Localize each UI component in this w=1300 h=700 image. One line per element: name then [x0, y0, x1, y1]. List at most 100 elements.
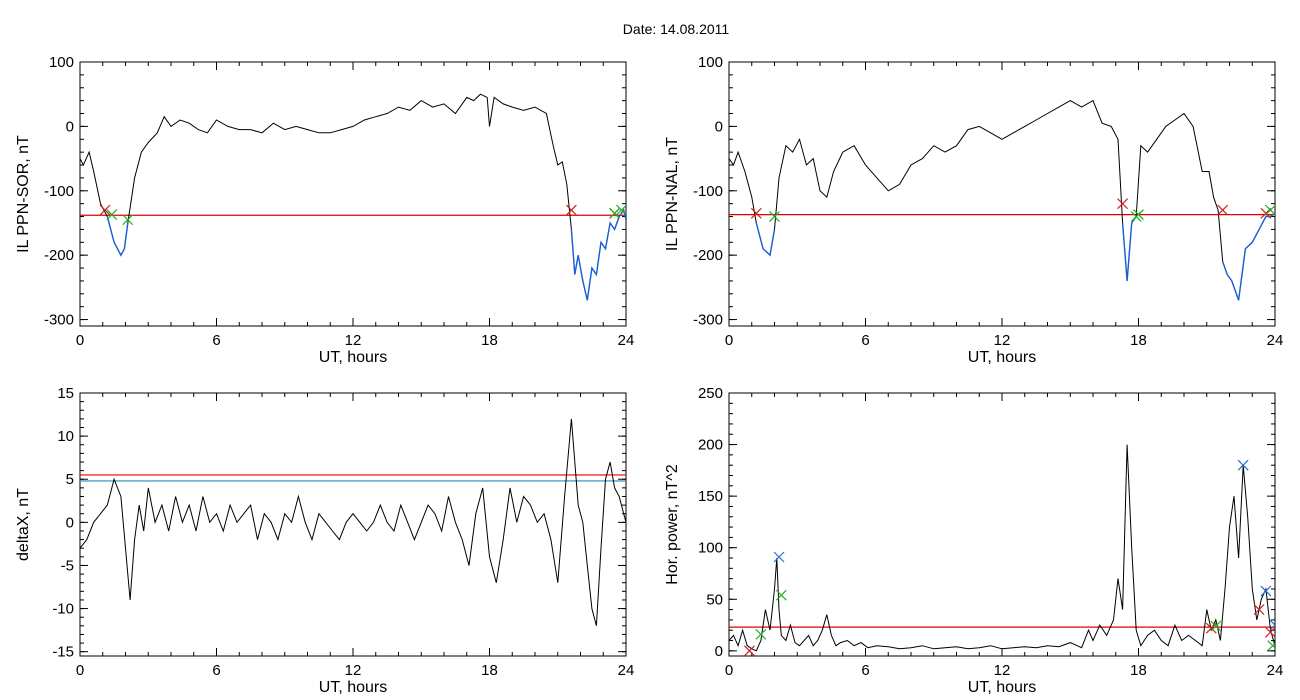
marker-green-stroke: [1210, 620, 1222, 632]
marker-blue: [1237, 459, 1249, 471]
marker-red-stroke: [99, 204, 111, 216]
marker-red-stroke: [1260, 207, 1272, 219]
y-tick-label: 10: [57, 428, 74, 445]
marker-red-stroke: [744, 645, 755, 656]
y-axis-label: deltaX, nT: [15, 488, 32, 561]
plot-area: [729, 444, 1275, 656]
series-highlight-segment: [1121, 216, 1137, 281]
y-tick-label: 150: [698, 488, 723, 505]
y-tick-label: 100: [698, 54, 723, 71]
marker-green: [1133, 209, 1144, 221]
marker-green-stroke: [1133, 209, 1144, 221]
y-tick-label: -100: [44, 183, 74, 200]
marker-green-stroke: [106, 209, 118, 221]
x-tick-label: 24: [1267, 332, 1284, 349]
series-highlight-segment: [570, 208, 626, 301]
marker-green: [122, 214, 134, 226]
panel-sor: 0 6 12 18 24 -300 -200 -100 0 100 UT, hours IL PPN-…: [15, 54, 634, 366]
marker-green: [775, 589, 787, 601]
panel-nal: 0 6 12 18 24 -300 -200 -100 0 100 UT, hours IL PPN-…: [664, 54, 1283, 366]
x-axis-label: UT, hours: [319, 349, 387, 366]
x-tick-label: 0: [725, 662, 733, 679]
y-tick-label: 100: [49, 54, 74, 71]
x-axis-label: UT, hours: [968, 679, 1036, 696]
y-tick-label: -300: [693, 312, 723, 329]
marker-green-stroke: [616, 204, 626, 216]
plot-area: [729, 99, 1275, 301]
series-line: [729, 444, 1275, 652]
y-tick-label: -200: [693, 247, 723, 264]
x-axis-label: UT, hours: [968, 349, 1036, 366]
x-tick-label: 6: [212, 332, 220, 349]
figure-title: Date: 14.08.2011: [623, 21, 730, 37]
y-tick-label: 0: [715, 118, 723, 135]
marker-blue: [773, 551, 785, 563]
marker-green: [755, 628, 767, 640]
x-tick-label: 24: [1267, 662, 1284, 679]
marker-blue: [1269, 619, 1275, 631]
x-tick-label: 0: [725, 332, 733, 349]
marker-red-stroke: [1253, 604, 1265, 616]
marker-green-stroke: [609, 207, 621, 219]
y-tick-label: -5: [61, 557, 74, 574]
x-tick-label: 6: [861, 332, 869, 349]
marker-red: [1253, 604, 1265, 616]
marker-red: [1260, 207, 1272, 219]
y-axis-label: IL PPN-NAL, nT: [664, 137, 681, 251]
y-axis-label: Hor. power, nT^2: [664, 464, 681, 585]
marker-green-stroke: [1265, 204, 1275, 216]
x-tick-label: 6: [212, 662, 220, 679]
marker-red-stroke: [1217, 204, 1229, 216]
marker-green: [769, 211, 780, 222]
y-tick-label: -200: [44, 247, 74, 264]
plot-frame: [728, 392, 1276, 657]
y-axis-label: IL PPN-SOR, nT: [15, 135, 32, 253]
panel-deltax: 0 6 12 18 24 -15 -10 -5 0 5 10 15 UT, hours deltaX, n…: [15, 385, 634, 696]
marker-green-stroke: [122, 214, 134, 226]
marker-blue-stroke: [1237, 459, 1249, 471]
marker-blue-stroke: [1269, 624, 1275, 631]
plot-frame: [728, 61, 1276, 327]
marker-green: [1265, 204, 1275, 216]
x-tick-label: 0: [76, 332, 84, 349]
marker-green-stroke: [769, 211, 780, 222]
marker-red: [565, 204, 577, 216]
y-tick-label: 0: [66, 514, 74, 531]
marker-red: [1265, 626, 1275, 638]
marker-red: [744, 645, 755, 656]
marker-red: [1117, 198, 1128, 210]
marker-red-stroke: [1117, 198, 1128, 210]
plot-area: [80, 93, 626, 301]
y-tick-label: 200: [698, 437, 723, 454]
marker-green: [1267, 640, 1275, 652]
y-tick-label: 15: [57, 385, 74, 402]
marker-red: [1217, 204, 1229, 216]
x-tick-label: 12: [345, 332, 362, 349]
plot-frame: [79, 392, 627, 657]
x-tick-label: 18: [481, 332, 498, 349]
y-tick-label: -15: [52, 644, 74, 661]
x-tick-label: 12: [994, 662, 1011, 679]
series-line: [80, 418, 626, 626]
y-tick-label: 0: [715, 643, 723, 660]
marker-green: [1210, 620, 1222, 632]
marker-green: [609, 207, 621, 219]
marker-blue-stroke: [1260, 585, 1272, 597]
marker-green-stroke: [1267, 642, 1275, 652]
x-tick-label: 18: [1130, 332, 1147, 349]
marker-green: [106, 209, 118, 221]
x-tick-label: 12: [345, 662, 362, 679]
y-tick-label: 5: [66, 471, 74, 488]
x-tick-label: 24: [618, 332, 635, 349]
marker-green: [616, 204, 626, 216]
marker-red-stroke: [750, 207, 762, 219]
x-tick-label: 6: [861, 662, 869, 679]
series-line: [729, 99, 1275, 301]
marker-blue-stroke: [773, 551, 785, 563]
y-tick-label: 50: [706, 591, 723, 608]
marker-red: [750, 207, 762, 219]
marker-red: [99, 204, 111, 216]
marker-blue-stroke: [1269, 619, 1275, 626]
marker-red-stroke: [565, 204, 577, 216]
